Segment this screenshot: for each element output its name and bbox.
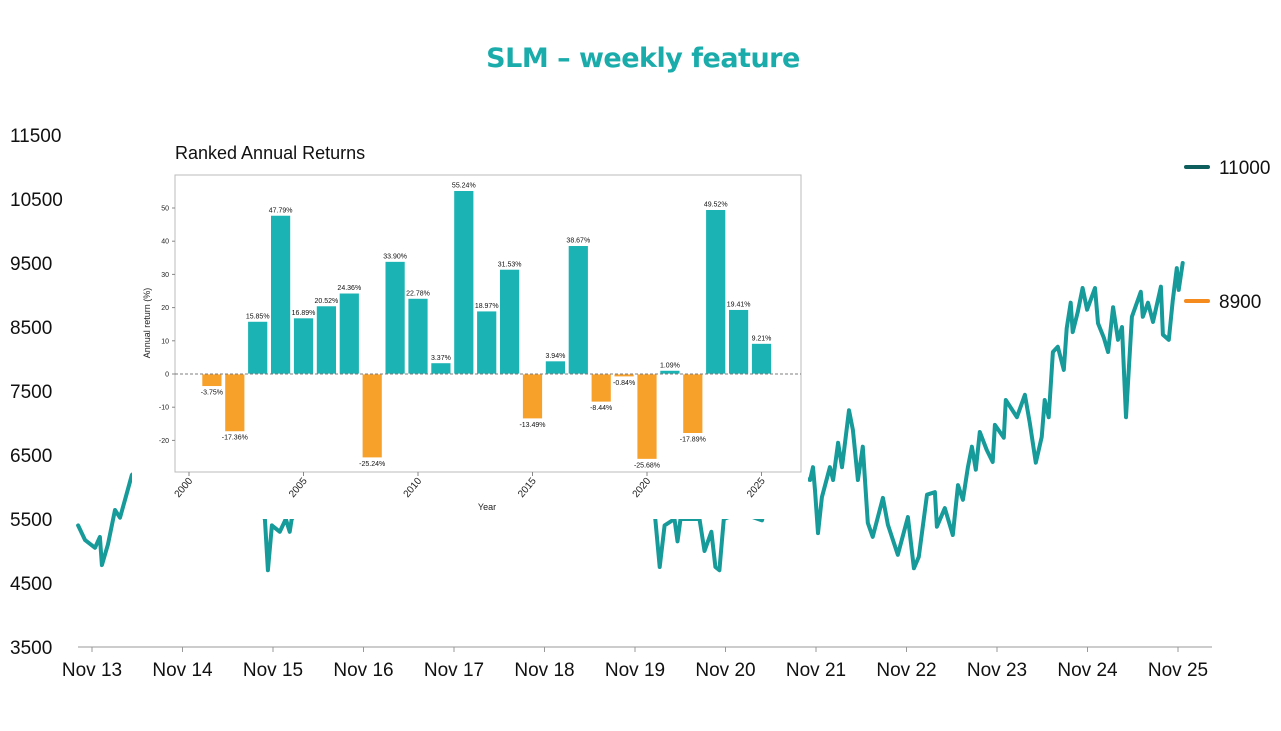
inset-x-axis-label: Year (478, 502, 496, 512)
inset-y-tick-label: -10 (159, 405, 169, 412)
bar-2013 (476, 310, 498, 375)
bar-value-label: 22.78% (406, 290, 430, 297)
x-tick-label: Nov 18 (514, 660, 574, 681)
bar-2012 (453, 190, 475, 375)
bar-value-label: -13.49% (519, 422, 545, 429)
bar-value-label: 19.41% (727, 302, 751, 309)
bar-2021 (659, 369, 681, 375)
bar-2003 (247, 320, 269, 375)
bar-value-label: 24.36% (337, 285, 361, 292)
bar-value-label: 31.53% (498, 261, 522, 268)
inset-y-tick-label: -20 (159, 438, 169, 445)
bar-value-label: 9.21% (752, 335, 772, 342)
y-tick-label: 6500 (10, 446, 52, 467)
bar-2011 (430, 362, 452, 375)
inset-y-axis-label: Annual return (%) (142, 288, 152, 359)
bar-value-label: 18.97% (475, 303, 499, 310)
y-tick-label: 9500 (10, 254, 52, 275)
bar-2020 (636, 373, 658, 460)
bar-value-label: 3.37% (431, 355, 451, 362)
bar-2018 (590, 373, 612, 403)
bar-2017 (567, 245, 589, 375)
legend-label: 11000 (1219, 158, 1270, 179)
x-tick-label: Nov 17 (424, 660, 484, 681)
inset-title: Ranked Annual Returns (175, 143, 365, 163)
inset-y-tick-label: 20 (161, 305, 169, 312)
y-tick-label: 3500 (10, 638, 52, 659)
bar-value-label: 16.89% (292, 310, 316, 317)
inset-y-tick-label: 50 (161, 206, 169, 213)
chart-title: SLM – weekly feature (486, 43, 800, 74)
inset-y-tick-label: 40 (161, 239, 169, 246)
main-axes: 11500105009500850075006500550045003500No… (10, 126, 1212, 681)
bar-value-label: -17.89% (680, 436, 706, 443)
bar-2007 (338, 292, 360, 375)
x-tick-label: Nov 22 (876, 660, 936, 681)
bar-value-label: -25.24% (359, 461, 385, 468)
bar-value-label: 55.24% (452, 183, 476, 190)
y-tick-label: 4500 (10, 574, 52, 595)
bar-2019 (613, 373, 635, 378)
y-tick-label: 11500 (10, 126, 61, 147)
bar-value-label: -3.75% (201, 389, 223, 396)
x-tick-label: Nov 13 (62, 660, 122, 681)
bar-2009 (384, 261, 406, 375)
x-tick-label: Nov 23 (967, 660, 1027, 681)
bar-value-label: 33.90% (383, 253, 407, 260)
bar-2015 (522, 373, 543, 420)
x-tick-label: Nov 25 (1148, 660, 1208, 681)
legend: 11000 8900 (1184, 158, 1270, 313)
bar-value-label: -8.44% (590, 405, 612, 412)
y-tick-label: 7500 (10, 382, 52, 403)
legend-label: 8900 (1219, 292, 1261, 313)
bar-2008 (361, 373, 383, 459)
inset-y-tick-label: 30 (161, 272, 169, 279)
bar-value-label: 20.52% (315, 298, 339, 305)
inset-y-tick-label: 0 (165, 372, 169, 379)
bar-value-label: 3.94% (545, 353, 565, 360)
bar-2005 (293, 317, 314, 375)
x-tick-label: Nov 15 (243, 660, 303, 681)
bar-2004 (270, 214, 292, 375)
bar-2002 (224, 373, 246, 433)
bar-2010 (407, 297, 429, 375)
bar-2014 (499, 268, 521, 375)
x-tick-label: Nov 20 (695, 660, 755, 681)
bar-2016 (545, 360, 566, 375)
x-tick-label: Nov 16 (333, 660, 393, 681)
y-tick-label: 10500 (10, 190, 63, 211)
bar-value-label: -0.84% (613, 380, 635, 387)
bar-2025 (751, 343, 772, 375)
price-line (76, 261, 1185, 573)
y-tick-label: 5500 (10, 510, 52, 531)
inset-plot-frame (174, 174, 802, 473)
x-tick-label: Nov 14 (152, 660, 213, 681)
x-tick-label: Nov 24 (1057, 660, 1118, 681)
bar-value-label: -25.68% (634, 462, 660, 469)
bar-2024 (728, 309, 749, 375)
bar-value-label: -17.36% (222, 435, 248, 442)
y-tick-label: 8500 (10, 318, 52, 339)
bar-2001 (201, 373, 223, 387)
bar-value-label: 47.79% (269, 207, 293, 214)
bar-2006 (315, 305, 337, 375)
bar-value-label: 15.85% (246, 313, 270, 320)
ranked-annual-returns-inset: Ranked Annual Returns -20 -10 0 10 20 30 40 50 2… (132, 128, 808, 519)
x-tick-label: Nov 21 (786, 660, 846, 681)
bar-value-label: 38.67% (566, 238, 590, 245)
bar-value-label: 49.52% (704, 202, 728, 209)
inset-y-tick-label: 10 (161, 338, 169, 345)
bar-value-label: 1.09% (660, 362, 680, 369)
bar-2022 (682, 373, 704, 434)
bar-2023 (705, 209, 727, 375)
x-tick-label: Nov 19 (605, 660, 665, 681)
